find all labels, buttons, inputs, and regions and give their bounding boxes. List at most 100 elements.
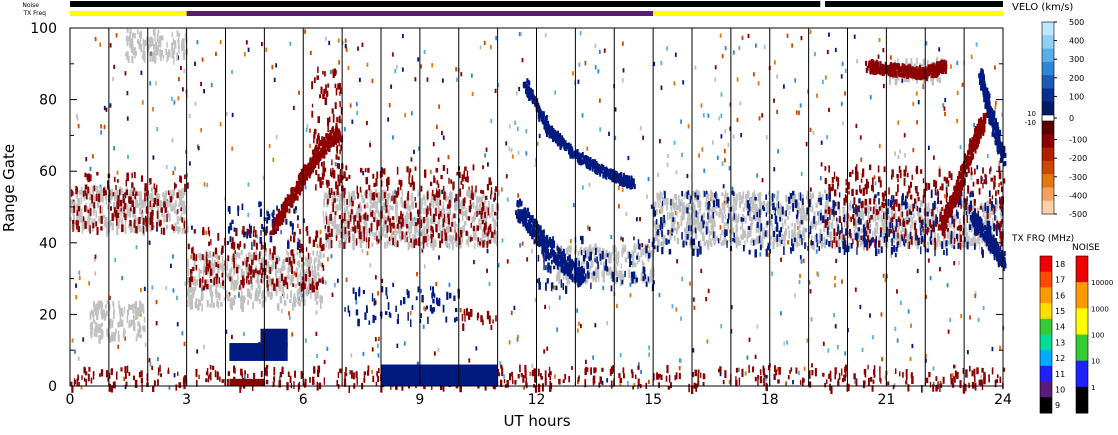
scatter-cell xyxy=(734,237,737,244)
scatter-cell xyxy=(944,97,947,103)
scatter-cell xyxy=(343,220,346,225)
scatter-cell xyxy=(422,324,425,329)
scatter-cell xyxy=(994,100,997,106)
scatter-cell xyxy=(433,194,435,201)
scatter-cell xyxy=(991,232,993,236)
scatter-cell xyxy=(229,276,232,282)
scatter-cell xyxy=(144,40,147,47)
scatter-cell xyxy=(990,166,992,172)
scatter-cell xyxy=(901,211,904,218)
scatter-cell xyxy=(359,231,362,240)
scatter-cell xyxy=(666,162,669,168)
scatter-cell xyxy=(802,206,805,211)
scatter-cell xyxy=(698,225,701,232)
scatter-cell xyxy=(554,374,556,379)
scatter-cell xyxy=(882,230,884,238)
scatter-cell xyxy=(184,229,187,234)
scatter-cell xyxy=(913,63,916,69)
scatter-cell xyxy=(91,310,95,317)
scatter-cell xyxy=(168,50,170,57)
scatter-cell xyxy=(344,227,347,235)
scatter-cell xyxy=(731,226,733,235)
scatter-cell xyxy=(221,255,224,264)
scatter-cell xyxy=(155,81,158,86)
scatter-cell xyxy=(369,263,372,268)
scatter-cell xyxy=(844,351,847,356)
scatter-cell xyxy=(675,193,678,201)
scatter-cell xyxy=(750,239,752,246)
scatter-cell xyxy=(711,220,714,229)
scatter-cell xyxy=(149,362,152,367)
scatter-cell xyxy=(197,298,200,303)
scatter-cell xyxy=(170,96,173,102)
scatter-cell xyxy=(337,156,340,161)
scatter-cell xyxy=(694,233,698,240)
scatter-cell xyxy=(482,190,485,199)
scatter-cell xyxy=(365,242,368,249)
scatter-cell xyxy=(389,218,392,226)
scatter-cell xyxy=(639,217,641,222)
scatter-cell xyxy=(207,226,210,235)
scatter-cell xyxy=(264,259,267,266)
scatter-cell xyxy=(991,207,994,216)
scatter-cell xyxy=(971,190,974,195)
scatter-cell xyxy=(312,273,315,279)
scatter-cell xyxy=(710,194,713,200)
scatter-cell xyxy=(881,220,883,227)
scatter-cell xyxy=(271,293,273,298)
scatter-cell xyxy=(706,339,709,344)
scatter-cell xyxy=(640,249,643,258)
scatter-cell xyxy=(696,215,699,224)
scatter-cell xyxy=(317,264,320,271)
scatter-cell xyxy=(905,165,907,173)
scatter-cell xyxy=(182,51,186,60)
scatter-cell xyxy=(482,165,484,170)
scatter-cell xyxy=(265,268,268,273)
scatter-cell xyxy=(275,278,279,287)
scatter-cell xyxy=(255,242,258,250)
scatter-cell xyxy=(455,67,458,72)
scatter-cell xyxy=(966,350,969,355)
scatter-cell xyxy=(72,224,74,232)
scatter-cell xyxy=(322,180,324,185)
scatter-cell xyxy=(91,218,93,225)
scatter-cell xyxy=(187,286,190,293)
scatter-cell xyxy=(231,266,233,273)
scatter-cell xyxy=(399,223,402,231)
scatter-cell xyxy=(772,235,775,243)
scatter-cell xyxy=(197,146,200,151)
scatter-cell xyxy=(410,222,413,228)
scatter-cell xyxy=(971,237,975,246)
scatter-cell xyxy=(883,166,886,173)
scatter-cell xyxy=(152,198,155,203)
scatter-cell xyxy=(348,191,351,200)
scatter-cell xyxy=(324,167,327,172)
scatter-cell xyxy=(487,162,489,167)
scatter-cell xyxy=(942,103,945,108)
scatter-cell xyxy=(414,166,417,171)
scatter-cell xyxy=(819,176,822,181)
scatter-cell xyxy=(636,260,639,265)
scatter-cell xyxy=(584,359,587,365)
scatter-cell xyxy=(798,110,800,115)
scatter-cell xyxy=(400,212,402,220)
scatter-cell xyxy=(408,205,412,215)
scatter-cell xyxy=(377,239,380,244)
scatter-cell xyxy=(277,255,279,264)
scatter-cell xyxy=(172,189,176,196)
scatter-cell xyxy=(887,226,890,231)
scatter-cell xyxy=(401,202,404,208)
scatter-cell xyxy=(140,209,142,213)
scatter-cell xyxy=(361,226,364,234)
scatter-cell xyxy=(292,297,296,303)
scatter-cell xyxy=(568,277,570,285)
scatter-cell xyxy=(247,182,250,187)
scatter-cell xyxy=(673,203,676,211)
scatter-cell xyxy=(843,221,846,228)
scatter-cell xyxy=(543,349,546,354)
scatter-cell xyxy=(701,147,704,152)
scatter-cell xyxy=(615,247,618,254)
scatter-cell xyxy=(491,203,494,213)
scatter-cell xyxy=(970,54,973,59)
scatter-cell xyxy=(468,186,470,191)
